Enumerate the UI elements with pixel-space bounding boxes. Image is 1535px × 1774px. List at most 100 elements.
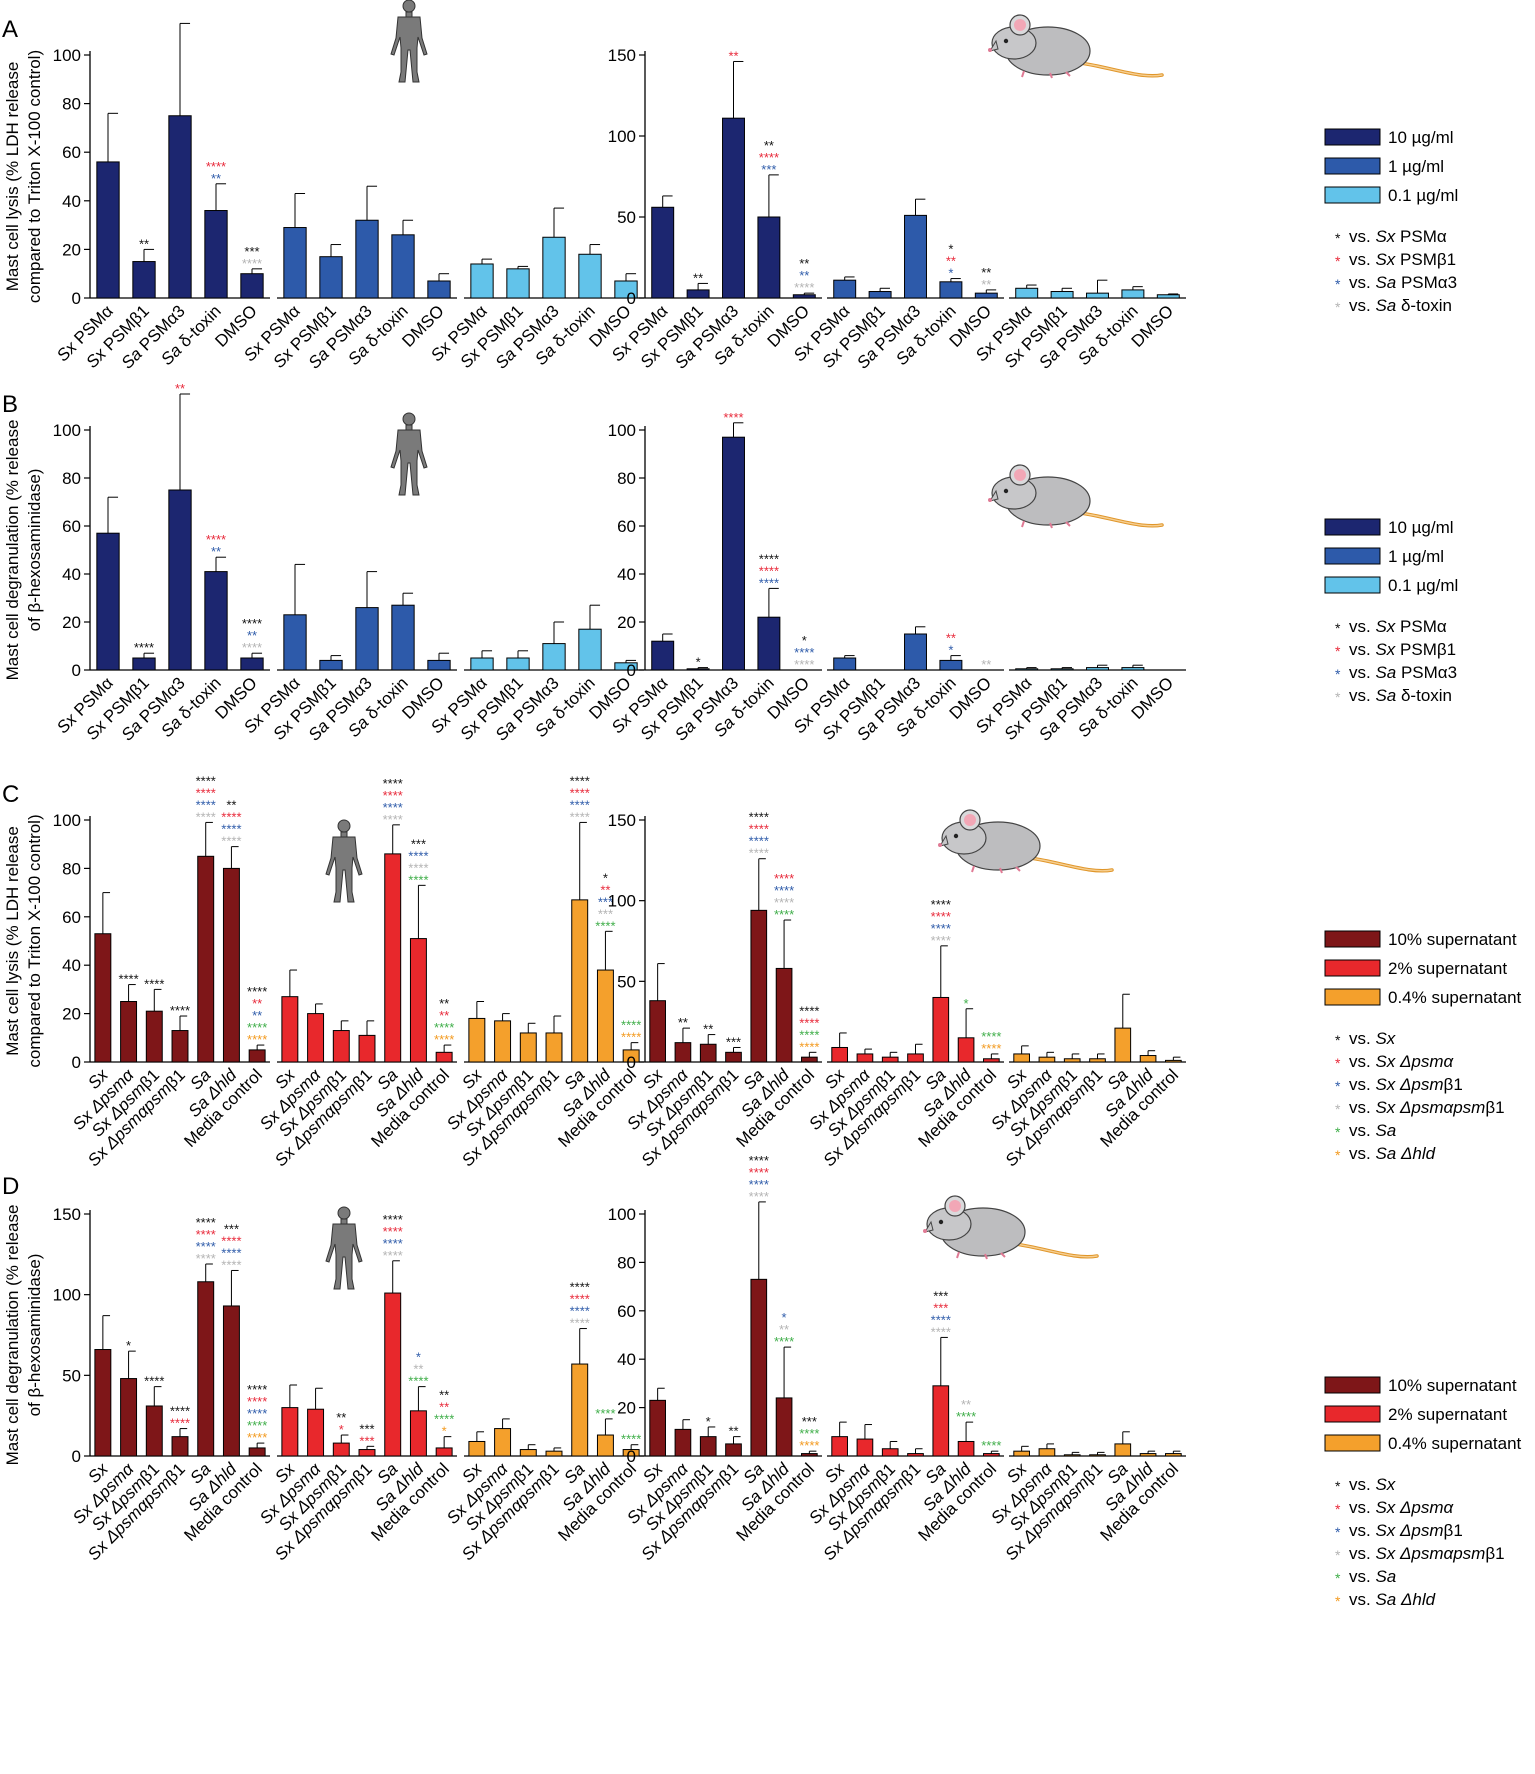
significance-marker: ** [252, 1008, 262, 1023]
legend-star: * [1335, 253, 1341, 269]
significance-marker: * [948, 242, 953, 257]
significance-marker: **** [408, 860, 428, 875]
y-axis-title: Mast cell degranulation (% release [3, 1205, 22, 1466]
y-tick-label: 20 [617, 1399, 636, 1418]
significance-marker: **** [196, 1251, 216, 1266]
significance-marker: *** [359, 1433, 374, 1448]
significance-marker: * [126, 1338, 131, 1353]
bar [358, 1449, 376, 1457]
significance-marker: **** [956, 1409, 976, 1424]
significance-marker: ** [226, 798, 236, 813]
significance-marker: *** [802, 1414, 817, 1429]
significance-marker: **** [221, 1257, 241, 1272]
significance-marker: ** [439, 1388, 449, 1403]
significance-marker: **** [144, 976, 164, 991]
significance-marker: *** [411, 836, 426, 851]
y-tick-label: 20 [62, 1005, 81, 1024]
bar [145, 1010, 163, 1063]
significance-marker: **** [247, 984, 267, 999]
bar [831, 1046, 848, 1063]
significance-marker: **** [749, 846, 769, 861]
significance-marker: **** [247, 1382, 267, 1397]
bar [578, 628, 602, 671]
significance-marker: ** [728, 48, 738, 63]
y-axis-title: Mast cell lysis (% LDH release [3, 826, 22, 1056]
significance-marker: ** [413, 1362, 423, 1377]
significance-marker: ** [139, 236, 149, 251]
significance-marker: **** [759, 575, 779, 590]
bar [168, 115, 192, 299]
significance-marker: **** [774, 871, 794, 886]
significance-marker: **** [595, 918, 615, 933]
legend-sig-label: vs. Sa [1349, 1121, 1396, 1140]
significance-marker: **** [408, 872, 428, 887]
significance-marker: **** [196, 797, 216, 812]
bar [1165, 1059, 1182, 1063]
bar [1114, 1443, 1132, 1457]
legend-star: * [1335, 1570, 1341, 1586]
y-tick-label: 50 [62, 1366, 81, 1385]
significance-marker: ** [799, 256, 809, 271]
significance-marker: **** [434, 1020, 454, 1035]
bar [674, 1428, 692, 1457]
legend-star: * [1335, 1124, 1341, 1140]
bar [757, 216, 781, 299]
y-tick-label: 100 [608, 421, 636, 440]
significance-marker: **** [434, 1032, 454, 1047]
bar [833, 279, 857, 299]
legend-sig-label: vs. Sx [1349, 1475, 1396, 1494]
bar [833, 657, 857, 671]
significance-marker: **** [799, 1015, 819, 1030]
legend-sig-label: vs. Sa δ-toxin [1349, 296, 1452, 315]
bar [240, 657, 264, 671]
significance-marker: ** [247, 628, 257, 643]
bar [750, 909, 768, 1063]
legend-sig-label: vs. Sx [1349, 1029, 1396, 1048]
human-icon [325, 819, 363, 903]
bar [391, 234, 415, 299]
significance-marker: ** [981, 277, 991, 292]
bar [435, 1051, 453, 1063]
significance-marker: **** [221, 810, 241, 825]
bar [939, 281, 963, 299]
bar [1015, 287, 1039, 299]
bar [132, 261, 156, 299]
legend-D: 10% supernatant 2% supernatant 0.4% supern… [1324, 1376, 1522, 1609]
legend-swatch [1324, 128, 1381, 146]
significance-marker: ** [799, 268, 809, 283]
significance-marker: *** [598, 894, 613, 909]
y-axis-title: compared to Triton X-100 control) [25, 814, 44, 1067]
bar [674, 1042, 692, 1063]
y-tick-label: 80 [617, 1253, 636, 1272]
legend-swatch [1324, 1405, 1381, 1423]
bar [932, 996, 950, 1063]
significance-marker: ** [678, 1015, 688, 1030]
y-tick-label: 0 [72, 289, 81, 308]
legend-swatch [1324, 930, 1381, 948]
bar [1013, 1053, 1030, 1063]
significance-marker: * [416, 1350, 421, 1365]
bar [468, 1017, 486, 1063]
bar [94, 1349, 112, 1457]
bar [96, 161, 120, 299]
legend-C: 10% supernatant 2% supernatant 0.4% supern… [1324, 930, 1522, 1163]
y-tick-label: 80 [62, 95, 81, 114]
y-tick-label: 0 [72, 1447, 81, 1466]
legend-label: 0.1 µg/ml [1388, 576, 1458, 595]
significance-marker: ** [600, 882, 610, 897]
bar [1121, 667, 1145, 671]
y-tick-label: 100 [53, 46, 81, 65]
bar [545, 1032, 563, 1063]
bar [651, 206, 675, 299]
bar [775, 1397, 793, 1457]
y-tick-label: 40 [62, 192, 81, 211]
legend-swatch [1324, 988, 1381, 1006]
significance-marker: **** [206, 532, 226, 547]
bar [1139, 1055, 1157, 1063]
legend-label: 10 µg/ml [1388, 518, 1454, 537]
significance-marker: **** [383, 788, 403, 803]
significance-marker: **** [383, 1248, 403, 1263]
legend-swatch [1324, 576, 1381, 594]
significance-marker: **** [799, 1003, 819, 1018]
